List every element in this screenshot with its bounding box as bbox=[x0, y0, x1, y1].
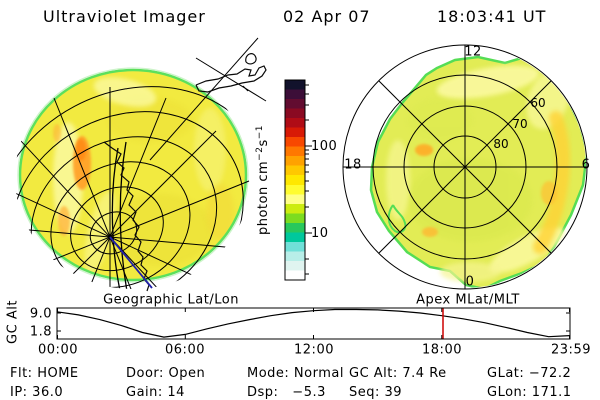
gc-alt-plot bbox=[56, 307, 571, 340]
mlt-spokes bbox=[343, 45, 587, 289]
gc-alt-ymax: 9.0 bbox=[29, 306, 53, 322]
mlat-ring-label-60: 60 bbox=[530, 96, 546, 110]
colorbar-gradient bbox=[284, 79, 306, 281]
status-mode: Mode: Normal bbox=[247, 366, 344, 381]
mlt-label-0: 0 bbox=[465, 274, 475, 290]
xtick-2359: 23:59 bbox=[551, 342, 591, 358]
status-flt: Flt: HOME bbox=[10, 366, 79, 381]
colorbar-tick-100: 100 bbox=[311, 139, 338, 154]
time-label: 18:03:41 UT bbox=[437, 7, 547, 26]
status-gc-alt: GC Alt: 7.4 Re bbox=[349, 366, 447, 381]
status-dsp: Dsp: −5.3 bbox=[247, 385, 326, 400]
grid-extensions bbox=[149, 37, 267, 161]
right-panel-title: Apex MLat/MLT bbox=[416, 292, 520, 308]
earth-disk-image bbox=[15, 37, 267, 292]
date-label: 02 Apr 07 bbox=[283, 7, 371, 26]
status-seq: Seq: 39 bbox=[349, 385, 403, 400]
xtick-1200: 12:00 bbox=[294, 342, 334, 358]
mlat-ring-label-70: 70 bbox=[512, 117, 528, 131]
left-panel-title: Geographic Lat/Lon bbox=[103, 292, 239, 308]
dayside-aurora-arc bbox=[533, 111, 570, 254]
meridian-arc bbox=[111, 147, 123, 289]
status-gain: Gain: 14 bbox=[126, 385, 185, 400]
gc-alt-frame bbox=[56, 307, 571, 340]
status-ip: IP: 36.0 bbox=[10, 385, 64, 400]
mlat-ring-label-80: 80 bbox=[493, 137, 509, 151]
disk-limb-rim bbox=[18, 68, 248, 282]
gc-alt-ymin: 1.8 bbox=[29, 324, 53, 340]
colorbar-ticks bbox=[305, 84, 312, 275]
antarctic-coastline bbox=[103, 141, 150, 292]
xtick-1800: 18:00 bbox=[422, 342, 462, 358]
mlt-label-6: 6 bbox=[581, 157, 591, 173]
island-curl bbox=[245, 53, 257, 65]
status-glat: GLat: −72.2 bbox=[487, 366, 572, 381]
island-coastline bbox=[195, 65, 267, 93]
polar-image-blob bbox=[369, 55, 586, 288]
colorbar-unit-label: photon cm−2s−1 bbox=[254, 124, 272, 236]
colorbar-tick-10: 10 bbox=[311, 226, 329, 241]
gc-alt-axis-ticks bbox=[57, 308, 570, 339]
meridian-arc bbox=[119, 141, 130, 289]
xtick-0000: 00:00 bbox=[38, 342, 78, 358]
colorbar bbox=[284, 79, 312, 281]
gc-alt-ylabel: GC Alt bbox=[5, 300, 21, 344]
orbit-track-line bbox=[109, 236, 153, 289]
polar-dial bbox=[342, 44, 588, 290]
xtick-0600: 06:00 bbox=[165, 342, 205, 358]
mlt-label-12: 12 bbox=[464, 44, 482, 60]
status-door: Door: Open bbox=[126, 366, 206, 381]
page-title: Ultraviolet Imager bbox=[43, 7, 206, 26]
status-glon: GLon: 171.1 bbox=[487, 385, 572, 400]
mlt-label-18: 18 bbox=[344, 157, 362, 173]
gc-alt-curve bbox=[56, 308, 570, 338]
